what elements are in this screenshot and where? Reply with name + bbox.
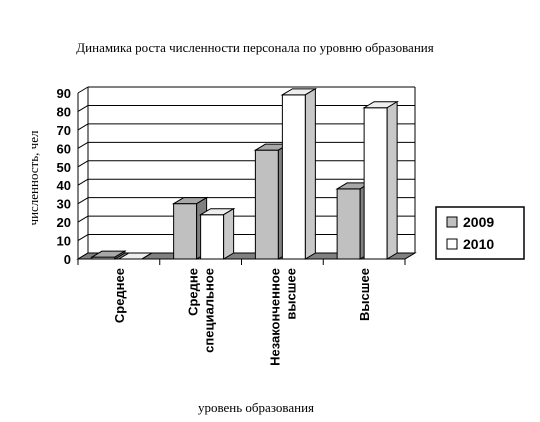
y-tick-label: 10 <box>57 234 71 249</box>
gridlines <box>77 86 415 260</box>
gridline-side <box>77 141 89 149</box>
bars <box>90 87 399 260</box>
bar <box>117 252 154 260</box>
y-tick-label: 20 <box>57 215 71 230</box>
category-label: Среднеспециальное <box>186 268 217 353</box>
y-axis-title: численность, чел <box>26 130 41 225</box>
bar <box>198 207 236 260</box>
legend-box <box>435 206 525 260</box>
gridline-side <box>77 105 89 112</box>
gridline-side <box>77 178 89 186</box>
gridline-side <box>77 160 89 168</box>
y-tick-label: 70 <box>57 123 71 138</box>
bar <box>362 100 399 260</box>
category-labels: Среднее Среднеспециальное Незаконченноевыс… <box>112 268 372 366</box>
gridline-side <box>77 215 89 223</box>
y-tick-label: 30 <box>57 197 71 212</box>
gridline-side <box>77 86 89 94</box>
category-label: Незаконченноевысшее <box>267 268 298 366</box>
bar <box>90 250 127 260</box>
legend-swatch <box>446 216 458 228</box>
y-tick-label: 40 <box>57 178 71 193</box>
y-tick-label: 0 <box>64 252 71 267</box>
y-tick-label: 50 <box>57 160 71 175</box>
legend: 2009 2010 <box>435 206 525 260</box>
gridline-side <box>77 234 89 241</box>
legend-label: 2009 <box>463 214 494 230</box>
gridline-side <box>77 197 89 205</box>
category-label: Среднее <box>112 268 127 323</box>
y-tick-labels: 0 10 20 30 40 50 60 70 80 90 <box>57 86 71 267</box>
legend-label: 2010 <box>463 236 494 252</box>
x-axis-title: уровень образования <box>198 400 314 415</box>
legend-swatch <box>446 238 458 250</box>
y-tick-label: 80 <box>57 104 71 119</box>
category-label: Высшее <box>357 268 372 321</box>
y-tick-label: 60 <box>57 141 71 156</box>
gridline-side <box>77 123 89 131</box>
bar <box>280 87 318 260</box>
chart-title: Динамика роста численности персонала по … <box>76 40 433 55</box>
y-tick-label: 90 <box>57 86 71 101</box>
